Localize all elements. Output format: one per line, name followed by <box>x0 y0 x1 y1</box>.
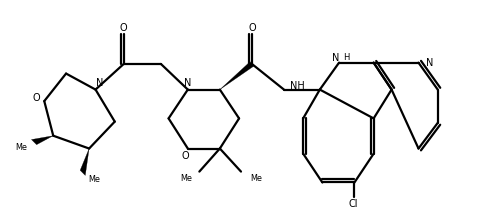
Polygon shape <box>80 149 89 175</box>
Text: Me: Me <box>88 175 100 184</box>
Text: Me: Me <box>16 143 27 152</box>
Text: NH: NH <box>290 81 305 91</box>
Text: N: N <box>96 78 103 88</box>
Text: H: H <box>344 53 350 62</box>
Text: N: N <box>426 58 434 68</box>
Text: O: O <box>248 23 256 33</box>
Text: N: N <box>332 53 339 62</box>
Text: Cl: Cl <box>348 199 358 209</box>
Text: Me: Me <box>180 174 192 183</box>
Polygon shape <box>220 62 254 90</box>
Text: O: O <box>33 93 40 103</box>
Text: N: N <box>184 78 191 88</box>
Text: O: O <box>181 151 189 161</box>
Polygon shape <box>31 136 53 145</box>
Text: O: O <box>120 23 128 33</box>
Text: Me: Me <box>250 174 262 183</box>
